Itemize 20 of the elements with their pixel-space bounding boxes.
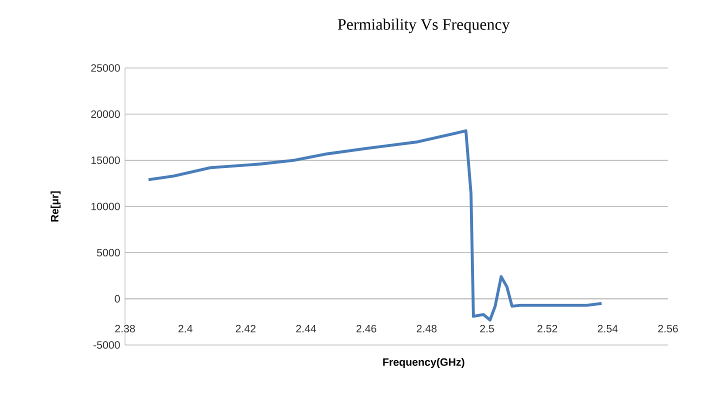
- x-tick-label: 2.4: [178, 324, 192, 332]
- x-tick-label: 2.56: [658, 324, 678, 332]
- x-tick-label: 2.48: [416, 324, 437, 332]
- x-tick-label: 2.5: [480, 324, 494, 332]
- y-tick-label: 5000: [96, 248, 120, 256]
- y-tick-label: -5000: [94, 341, 120, 349]
- y-tick-label: 20000: [91, 110, 120, 118]
- x-tick-label: 2.38: [115, 324, 135, 332]
- x-tick-label: 2.54: [598, 324, 618, 332]
- y-tick-label: 0: [114, 295, 120, 303]
- x-tick-label: 2.46: [356, 324, 376, 332]
- y-tick-label: 15000: [91, 156, 120, 164]
- y-tick-label: 25000: [91, 64, 120, 72]
- x-tick-label: 2.42: [236, 324, 256, 332]
- y-axis-title: Re[μr]: [50, 191, 61, 222]
- x-axis-title: Frequency(GHz): [383, 358, 464, 368]
- y-tick-label: 10000: [91, 202, 120, 210]
- chart-title: Permiability Vs Frequency: [338, 18, 510, 34]
- x-tick-label: 2.44: [296, 324, 316, 332]
- x-tick-label: 2.52: [537, 324, 558, 332]
